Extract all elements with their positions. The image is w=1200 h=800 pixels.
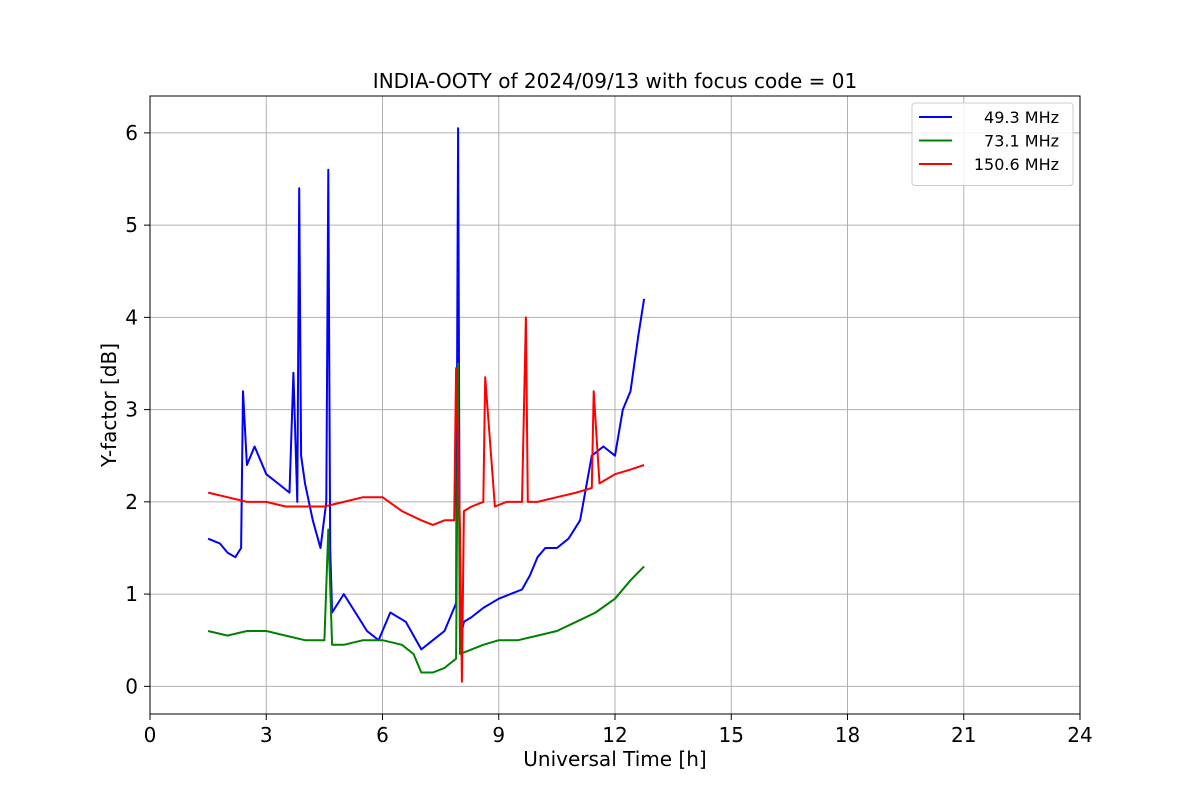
y-axis-label: Y-factor [dB] [97, 343, 121, 468]
y-tick-label: 2 [125, 490, 138, 514]
x-tick-label: 21 [951, 723, 976, 747]
x-tick-label: 3 [260, 723, 273, 747]
x-tick-label: 18 [835, 723, 860, 747]
grid [149, 96, 1081, 714]
x-tick-label: 6 [376, 723, 389, 747]
legend-label-2: 73.1 MHz [984, 132, 1059, 151]
series-layer [207, 127, 646, 683]
y-tick-label: 3 [125, 398, 138, 422]
y-axis-ticks: 0 1 2 3 4 5 6 [125, 121, 150, 698]
legend-label-1: 49.3 MHz [984, 108, 1059, 127]
series-line-1 [207, 127, 646, 651]
series-line-3 [207, 316, 645, 683]
legend-label-3: 150.6 MHz [974, 155, 1059, 174]
x-tick-label: 12 [602, 723, 627, 747]
x-tick-label: 0 [144, 723, 157, 747]
x-tick-label: 15 [719, 723, 744, 747]
y-tick-label: 5 [125, 213, 138, 237]
y-tick-label: 0 [125, 674, 138, 698]
y-tick-label: 4 [125, 305, 138, 329]
x-tick-label: 24 [1067, 723, 1092, 747]
x-tick-label: 9 [492, 723, 505, 747]
legend-box [911, 102, 1074, 186]
y-tick-label: 6 [125, 121, 138, 145]
chart-title: INDIA-OOTY of 2024/09/13 with focus code… [373, 69, 857, 93]
y-tick-label: 1 [125, 582, 138, 606]
legend: 49.3 MHz 73.1 MHz 150.6 MHz [911, 102, 1074, 186]
x-axis-label: Universal Time [h] [523, 747, 706, 771]
x-axis-ticks: 0 3 6 9 12 15 18 21 24 [144, 714, 1093, 747]
series-line-2 [207, 362, 645, 674]
